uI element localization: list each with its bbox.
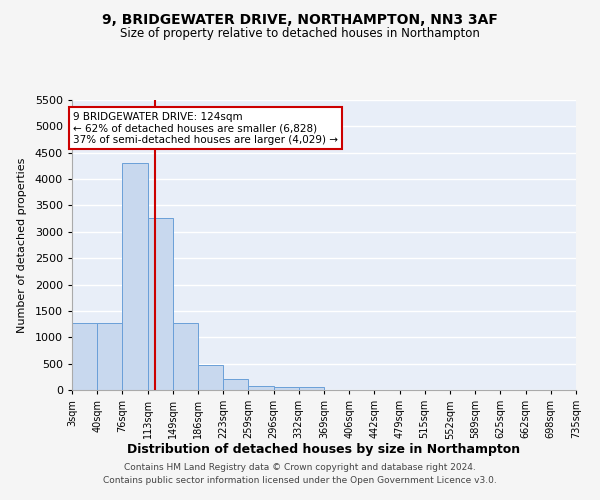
Bar [97, 323, 122, 390]
Bar [223, 380, 248, 390]
Bar [148, 218, 173, 390]
Bar [299, 387, 324, 390]
Text: Distribution of detached houses by size in Northampton: Distribution of detached houses by size … [127, 442, 521, 456]
Text: Size of property relative to detached houses in Northampton: Size of property relative to detached ho… [120, 28, 480, 40]
Text: Contains public sector information licensed under the Open Government Licence v3: Contains public sector information licen… [103, 476, 497, 485]
Bar [274, 387, 299, 390]
Text: Contains HM Land Registry data © Crown copyright and database right 2024.: Contains HM Land Registry data © Crown c… [124, 464, 476, 472]
Bar [198, 364, 223, 390]
Bar [72, 323, 97, 390]
Text: 9, BRIDGEWATER DRIVE, NORTHAMPTON, NN3 3AF: 9, BRIDGEWATER DRIVE, NORTHAMPTON, NN3 3… [102, 12, 498, 26]
Y-axis label: Number of detached properties: Number of detached properties [17, 158, 26, 332]
Bar [248, 386, 274, 390]
Bar [122, 164, 148, 390]
Text: 9 BRIDGEWATER DRIVE: 124sqm
← 62% of detached houses are smaller (6,828)
37% of : 9 BRIDGEWATER DRIVE: 124sqm ← 62% of det… [73, 112, 338, 145]
Bar [173, 323, 198, 390]
